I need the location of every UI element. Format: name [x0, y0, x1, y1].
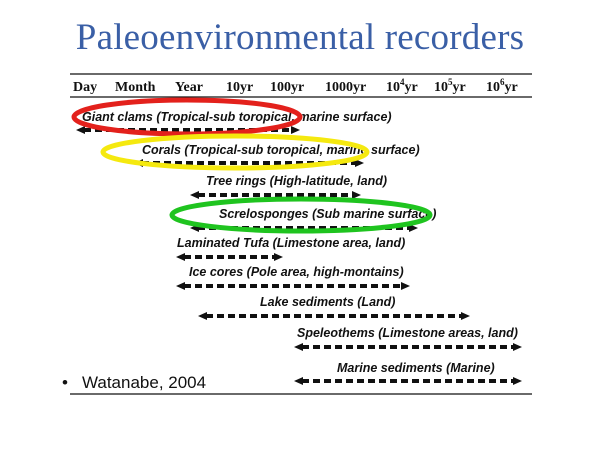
range-end-arrowhead — [355, 159, 364, 167]
recorder-ice-cores: Ice cores (Pole area, high-montains) — [176, 265, 410, 290]
range-start-arrowhead — [176, 253, 185, 261]
tick-10-6yr: 106yr — [486, 77, 518, 95]
tick-1000yr: 1000yr — [325, 80, 366, 95]
recorder-label: Screlosponges (Sub marine surface) — [219, 207, 436, 221]
recorder-speleothems: Speleothems (Limestone areas, land) — [294, 326, 522, 351]
bullet-point: • — [62, 373, 68, 392]
recorder-label: Corals (Tropical-sub toropical, marine s… — [142, 143, 420, 157]
highlight-corals — [100, 133, 370, 171]
recorder-marine-sediments: Marine sediments (Marine) — [294, 361, 522, 385]
range-end-arrowhead — [513, 377, 522, 385]
recorder-label: Ice cores (Pole area, high-montains) — [189, 265, 404, 279]
range-start-arrowhead — [198, 312, 207, 320]
citation-text: Watanabe, 2004 — [81, 373, 207, 392]
tick-day: Day — [73, 80, 97, 95]
tick-year: Year — [175, 80, 203, 95]
range-end-arrowhead — [461, 312, 470, 320]
range-arrow — [294, 377, 522, 385]
tick-10-4yr: 104yr — [386, 77, 418, 95]
recorder-label: Laminated Tufa (Limestone area, land) — [177, 236, 405, 250]
tick-100yr: 100yr — [270, 80, 304, 95]
range-end-arrowhead — [409, 224, 418, 232]
citation: • Watanabe, 2004 — [62, 373, 206, 393]
range-end-arrowhead — [352, 191, 361, 199]
range-arrow — [294, 343, 522, 351]
range-end-arrowhead — [291, 126, 300, 134]
range-start-arrowhead — [294, 377, 303, 385]
range-arrow — [176, 253, 283, 261]
range-start-arrowhead — [176, 282, 185, 290]
recorder-label: Lake sediments (Land) — [260, 295, 395, 309]
tick-10yr: 10yr — [226, 80, 253, 95]
recorder-laminated-tufa: Laminated Tufa (Limestone area, land) — [176, 236, 405, 261]
range-arrow — [198, 312, 470, 320]
recorder-label: Marine sediments (Marine) — [337, 361, 495, 375]
tick-10-5yr: 105yr — [434, 77, 466, 95]
range-arrow — [190, 191, 361, 199]
range-end-arrowhead — [513, 343, 522, 351]
range-end-arrowhead — [274, 253, 283, 261]
recorder-tree-rings: Tree rings (High-latitude, land) — [190, 174, 387, 199]
highlight-giant-clams — [71, 97, 303, 137]
range-start-arrowhead — [76, 126, 85, 134]
range-arrow — [176, 282, 410, 290]
recorder-label: Giant clams (Tropical-sub toropical, mar… — [82, 110, 392, 124]
recorder-corals: Corals (Tropical-sub toropical, marine s… — [134, 143, 420, 167]
highlight-screlosponges — [169, 196, 433, 234]
range-start-arrowhead — [190, 191, 199, 199]
recorder-label: Tree rings (High-latitude, land) — [206, 174, 387, 188]
range-end-arrowhead — [401, 282, 410, 290]
recorder-lake-sediments: Lake sediments (Land) — [198, 295, 470, 320]
slide-title: Paleoenvironmental recorders — [75, 17, 525, 58]
recorder-label: Speleothems (Limestone areas, land) — [297, 326, 518, 340]
range-start-arrowhead — [294, 343, 303, 351]
tick-month: Month — [115, 80, 156, 95]
